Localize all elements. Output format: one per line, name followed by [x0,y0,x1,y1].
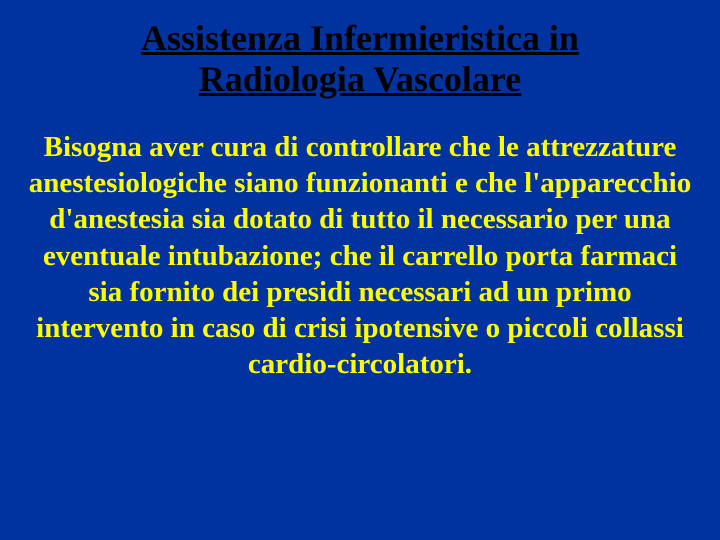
slide-container: Assistenza Infermieristica in Radiologia… [0,0,720,540]
slide-body-text: Bisogna aver cura di controllare che le … [20,129,700,383]
slide-title: Assistenza Infermieristica in Radiologia… [20,18,700,101]
